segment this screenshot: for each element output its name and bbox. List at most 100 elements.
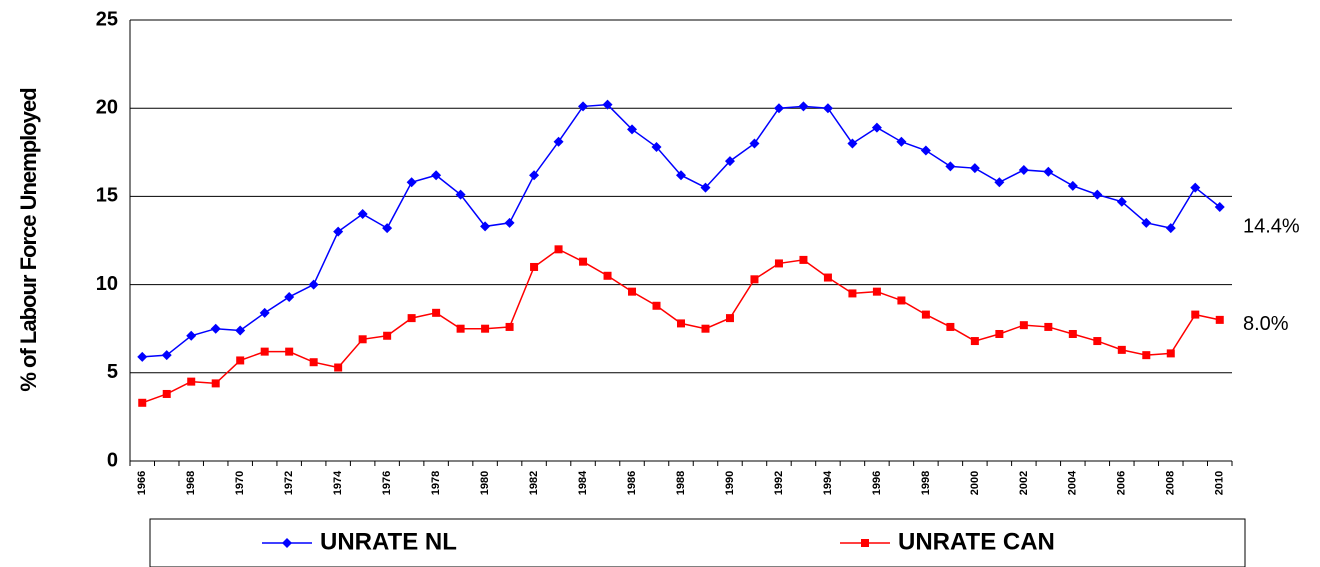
y-tick-label: 10 xyxy=(96,273,118,295)
point xyxy=(554,245,563,254)
point xyxy=(823,273,832,282)
x-tick-label: 2002 xyxy=(1018,471,1030,495)
point xyxy=(799,255,808,264)
point xyxy=(480,221,491,232)
x-tick-label: 2004 xyxy=(1067,470,1079,495)
point xyxy=(383,331,392,340)
point xyxy=(871,122,882,133)
point xyxy=(602,99,613,110)
point xyxy=(1166,349,1175,358)
point xyxy=(701,324,710,333)
point xyxy=(579,257,588,266)
x-tick-label: 1970 xyxy=(234,471,246,495)
x-tick-label: 1966 xyxy=(136,471,148,495)
point xyxy=(1092,189,1103,200)
point xyxy=(945,161,956,172)
point xyxy=(186,330,197,341)
point xyxy=(651,142,662,153)
legend-marker xyxy=(861,539,869,547)
point xyxy=(920,145,931,156)
x-tick-label: 1992 xyxy=(773,471,785,495)
point xyxy=(504,217,515,228)
x-tick-label: 1980 xyxy=(479,471,491,495)
x-tick-label: 2000 xyxy=(969,471,981,495)
point xyxy=(628,287,637,296)
point xyxy=(259,307,270,318)
x-tick-label: 2006 xyxy=(1116,471,1128,495)
point xyxy=(1019,321,1028,330)
x-tick-label: 1972 xyxy=(283,471,295,495)
point xyxy=(1117,345,1126,354)
series-line xyxy=(142,103,1221,358)
point xyxy=(406,177,417,188)
point xyxy=(235,325,246,336)
x-tick-label: 1974 xyxy=(332,470,344,495)
annotation: 8.0% xyxy=(1243,313,1289,335)
point xyxy=(896,136,907,147)
point xyxy=(357,209,368,220)
point xyxy=(285,347,294,356)
point xyxy=(260,347,269,356)
point xyxy=(1191,310,1200,319)
point xyxy=(309,358,318,367)
point xyxy=(897,296,906,305)
point xyxy=(872,287,881,296)
point xyxy=(603,271,612,280)
point xyxy=(1068,329,1077,338)
point xyxy=(1093,337,1102,346)
point xyxy=(822,103,833,114)
x-tick-label: 1984 xyxy=(577,470,589,495)
point xyxy=(334,363,343,372)
point xyxy=(725,314,734,323)
point xyxy=(676,170,686,181)
legend-label: UNRATE NL xyxy=(320,528,457,555)
point xyxy=(1018,164,1029,175)
point xyxy=(432,308,441,317)
point xyxy=(1142,351,1151,360)
annotation: 14.4% xyxy=(1243,215,1300,237)
point xyxy=(749,138,760,149)
x-tick-label: 1996 xyxy=(871,471,883,495)
point xyxy=(969,163,980,174)
y-tick-label: 25 xyxy=(96,8,118,30)
point xyxy=(652,301,661,310)
point xyxy=(946,322,955,331)
point xyxy=(284,291,295,302)
y-tick-label: 15 xyxy=(96,185,118,207)
point xyxy=(578,101,589,112)
x-tick-label: 1990 xyxy=(724,471,736,495)
point xyxy=(1043,166,1054,177)
point xyxy=(994,177,1005,188)
point xyxy=(798,101,809,112)
y-axis-title: % of Labour Force Unemployed xyxy=(16,88,41,391)
x-tick-label: 2010 xyxy=(1214,471,1226,495)
point xyxy=(677,319,685,328)
point xyxy=(138,398,147,407)
x-tick-label: 1988 xyxy=(675,471,687,495)
point xyxy=(553,136,564,147)
point xyxy=(481,324,490,333)
y-tick-label: 5 xyxy=(107,361,118,383)
point xyxy=(530,262,539,271)
x-tick-label: 1982 xyxy=(528,471,540,495)
point xyxy=(308,279,319,290)
point xyxy=(407,314,416,323)
x-tick-label: 1986 xyxy=(626,471,638,495)
point xyxy=(211,379,220,388)
x-tick-label: 1976 xyxy=(381,471,393,495)
point xyxy=(1214,201,1225,212)
x-tick-label: 1978 xyxy=(430,471,442,495)
point xyxy=(1141,217,1152,228)
point xyxy=(921,310,930,319)
point xyxy=(700,182,711,193)
point xyxy=(970,337,979,346)
point xyxy=(529,170,540,181)
point xyxy=(236,356,245,365)
point xyxy=(1190,182,1201,193)
point xyxy=(358,335,367,344)
legend-box xyxy=(149,518,1246,567)
legend-marker xyxy=(282,538,292,548)
y-tick-label: 20 xyxy=(96,96,118,118)
point xyxy=(161,350,172,361)
